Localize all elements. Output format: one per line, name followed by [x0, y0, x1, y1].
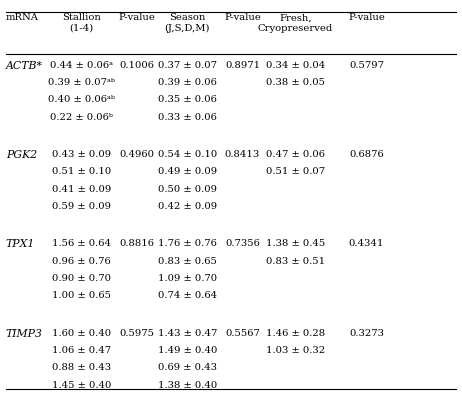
- Text: 0.41 ± 0.09: 0.41 ± 0.09: [52, 185, 111, 194]
- Text: 1.38 ± 0.45: 1.38 ± 0.45: [266, 239, 325, 248]
- Text: 1.43 ± 0.47: 1.43 ± 0.47: [158, 329, 217, 338]
- Text: 0.44 ± 0.06ᵃ: 0.44 ± 0.06ᵃ: [50, 60, 113, 70]
- Text: P-value: P-value: [118, 13, 155, 22]
- Text: 0.96 ± 0.76: 0.96 ± 0.76: [52, 257, 111, 266]
- Text: TPX1: TPX1: [6, 239, 35, 249]
- Text: ACTB*: ACTB*: [6, 60, 43, 71]
- Text: 1.56 ± 0.64: 1.56 ± 0.64: [52, 239, 111, 248]
- Text: 0.54 ± 0.10: 0.54 ± 0.10: [158, 150, 217, 159]
- Text: 0.40 ± 0.06ᵃᵇ: 0.40 ± 0.06ᵃᵇ: [49, 96, 115, 104]
- Text: 0.88 ± 0.43: 0.88 ± 0.43: [52, 363, 111, 373]
- Text: 0.5797: 0.5797: [349, 60, 384, 70]
- Text: 0.83 ± 0.51: 0.83 ± 0.51: [266, 257, 325, 266]
- Text: 0.7356: 0.7356: [225, 239, 260, 248]
- Text: 1.45 ± 0.40: 1.45 ± 0.40: [52, 381, 111, 390]
- Text: mRNA: mRNA: [6, 13, 39, 22]
- Text: 1.09 ± 0.70: 1.09 ± 0.70: [158, 274, 217, 283]
- Text: 0.47 ± 0.06: 0.47 ± 0.06: [266, 150, 325, 159]
- Text: 0.34 ± 0.04: 0.34 ± 0.04: [266, 60, 325, 70]
- Text: 0.33 ± 0.06: 0.33 ± 0.06: [158, 113, 217, 122]
- Text: 0.42 ± 0.09: 0.42 ± 0.09: [158, 202, 217, 211]
- Text: 0.6876: 0.6876: [349, 150, 384, 159]
- Text: 0.51 ± 0.07: 0.51 ± 0.07: [266, 168, 325, 176]
- Text: Stallion
(1-4): Stallion (1-4): [62, 13, 101, 33]
- Text: Season
(J,S,D,M): Season (J,S,D,M): [164, 13, 210, 33]
- Text: 0.8971: 0.8971: [225, 60, 260, 70]
- Text: 1.06 ± 0.47: 1.06 ± 0.47: [52, 346, 111, 355]
- Text: 0.74 ± 0.64: 0.74 ± 0.64: [158, 291, 217, 300]
- Text: 0.4341: 0.4341: [349, 239, 384, 248]
- Text: 0.38 ± 0.05: 0.38 ± 0.05: [266, 78, 325, 87]
- Text: 1.03 ± 0.32: 1.03 ± 0.32: [266, 346, 325, 355]
- Text: 0.8413: 0.8413: [225, 150, 260, 159]
- Text: 0.49 ± 0.09: 0.49 ± 0.09: [158, 168, 217, 176]
- Text: 0.83 ± 0.65: 0.83 ± 0.65: [158, 257, 217, 266]
- Text: 1.49 ± 0.40: 1.49 ± 0.40: [158, 346, 217, 355]
- Text: 1.76 ± 0.76: 1.76 ± 0.76: [158, 239, 217, 248]
- Text: 1.38 ± 0.40: 1.38 ± 0.40: [158, 381, 217, 390]
- Text: 0.1006: 0.1006: [119, 60, 154, 70]
- Text: PGK2: PGK2: [6, 150, 37, 160]
- Text: 0.5567: 0.5567: [225, 329, 260, 338]
- Text: 0.90 ± 0.70: 0.90 ± 0.70: [52, 274, 111, 283]
- Text: 0.50 ± 0.09: 0.50 ± 0.09: [158, 185, 217, 194]
- Text: 0.69 ± 0.43: 0.69 ± 0.43: [158, 363, 217, 373]
- Text: 0.51 ± 0.10: 0.51 ± 0.10: [52, 168, 111, 176]
- Text: Fresh,
Cryopreserved: Fresh, Cryopreserved: [258, 13, 333, 33]
- Text: 0.59 ± 0.09: 0.59 ± 0.09: [52, 202, 111, 211]
- Text: 1.00 ± 0.65: 1.00 ± 0.65: [52, 291, 111, 300]
- Text: 0.39 ± 0.07ᵃᵇ: 0.39 ± 0.07ᵃᵇ: [49, 78, 115, 87]
- Text: 0.22 ± 0.06ᵇ: 0.22 ± 0.06ᵇ: [50, 113, 113, 122]
- Text: 0.43 ± 0.09: 0.43 ± 0.09: [52, 150, 111, 159]
- Text: 0.37 ± 0.07: 0.37 ± 0.07: [158, 60, 217, 70]
- Text: P-value: P-value: [348, 13, 385, 22]
- Text: P-value: P-value: [224, 13, 261, 22]
- Text: TIMP3: TIMP3: [6, 329, 43, 339]
- Text: 0.35 ± 0.06: 0.35 ± 0.06: [158, 96, 217, 104]
- Text: 0.5975: 0.5975: [119, 329, 154, 338]
- Text: 0.8816: 0.8816: [119, 239, 154, 248]
- Text: 1.46 ± 0.28: 1.46 ± 0.28: [266, 329, 325, 338]
- Text: 0.4960: 0.4960: [119, 150, 154, 159]
- Text: 0.39 ± 0.06: 0.39 ± 0.06: [158, 78, 217, 87]
- Text: 1.60 ± 0.40: 1.60 ± 0.40: [52, 329, 111, 338]
- Text: 0.3273: 0.3273: [349, 329, 384, 338]
